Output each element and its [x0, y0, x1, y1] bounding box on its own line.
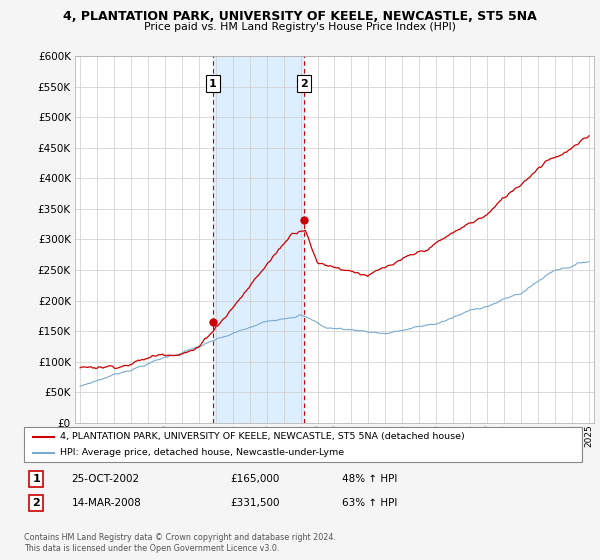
- Text: HPI: Average price, detached house, Newcastle-under-Lyme: HPI: Average price, detached house, Newc…: [60, 448, 344, 457]
- Text: 2: 2: [32, 498, 40, 508]
- Text: Price paid vs. HM Land Registry's House Price Index (HPI): Price paid vs. HM Land Registry's House …: [144, 22, 456, 32]
- Text: 25-OCT-2002: 25-OCT-2002: [71, 474, 140, 484]
- Text: £331,500: £331,500: [230, 498, 280, 508]
- Text: 14-MAR-2008: 14-MAR-2008: [71, 498, 141, 508]
- Text: 4, PLANTATION PARK, UNIVERSITY OF KEELE, NEWCASTLE, ST5 5NA: 4, PLANTATION PARK, UNIVERSITY OF KEELE,…: [63, 10, 537, 23]
- Bar: [213, 56, 304, 423]
- Text: 1: 1: [32, 474, 40, 484]
- Text: 1: 1: [209, 78, 217, 88]
- Text: 63% ↑ HPI: 63% ↑ HPI: [342, 498, 397, 508]
- Text: 4, PLANTATION PARK, UNIVERSITY OF KEELE, NEWCASTLE, ST5 5NA (detached house): 4, PLANTATION PARK, UNIVERSITY OF KEELE,…: [60, 432, 465, 441]
- Text: £165,000: £165,000: [230, 474, 280, 484]
- Text: Contains HM Land Registry data © Crown copyright and database right 2024.
This d: Contains HM Land Registry data © Crown c…: [24, 533, 336, 553]
- Text: 2: 2: [300, 78, 308, 88]
- Text: 48% ↑ HPI: 48% ↑ HPI: [342, 474, 397, 484]
